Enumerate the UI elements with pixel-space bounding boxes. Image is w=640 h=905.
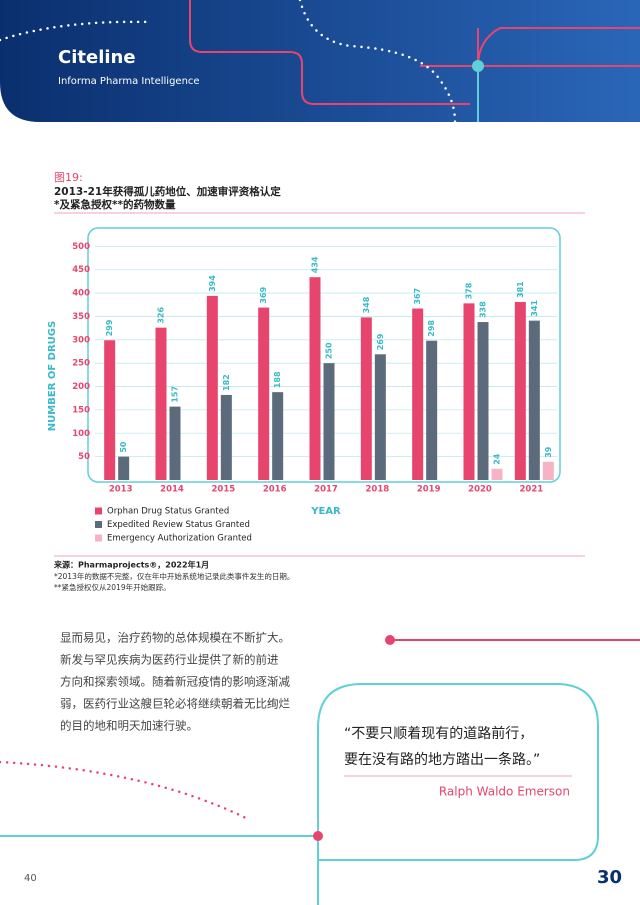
value-label: 39 (544, 446, 553, 458)
quote-author: Ralph Waldo Emerson (439, 785, 570, 799)
x-tick-label: 2016 (263, 485, 287, 495)
body-line: 弱，医药行业这艘巨轮必将继续朝着无比绚烂 (60, 697, 290, 711)
value-label: 182 (222, 374, 231, 391)
bar (155, 327, 167, 480)
body-line: 新发与罕见疾病为医药行业提供了新的前进 (60, 653, 279, 667)
legend-label: Expedited Review Status Granted (107, 520, 250, 530)
value-label: 157 (171, 386, 180, 403)
decor-dots (298, 0, 457, 124)
x-axis-label: YEAR (310, 506, 341, 517)
value-label: 367 (413, 288, 422, 305)
page-number: 40 (24, 873, 37, 884)
value-label: 50 (119, 441, 128, 453)
x-tick-label: 2015 (211, 485, 235, 495)
bar (272, 392, 284, 480)
y-axis-label: NUMBER OF DRUGS (47, 321, 58, 431)
source: 来源：Pharmaprojects®，2022年1月 (53, 560, 209, 570)
x-tick-label: 2020 (468, 485, 492, 495)
value-label: 434 (311, 256, 320, 273)
value-label: 381 (516, 281, 525, 298)
header-band (0, 0, 640, 122)
x-tick-label: 2013 (109, 485, 133, 495)
body-line: 显而易见，治疗药物的总体规模在不断扩大。 (60, 631, 290, 645)
value-label: 24 (493, 453, 502, 465)
value-label: 188 (273, 371, 282, 388)
bar (323, 363, 335, 480)
y-tick-label: 50 (78, 452, 90, 462)
value-label: 269 (376, 333, 385, 350)
y-tick-label: 350 (72, 312, 90, 322)
body: 显而易见，治疗药物的总体规模在不断扩大。 新发与罕见疾病为医药行业提供了新的前进… (60, 631, 290, 733)
bar (426, 340, 438, 480)
quote-line: “不要只顺着现有的道路前行， (344, 725, 533, 742)
bar (104, 340, 116, 480)
y-tick-label: 400 (72, 289, 90, 299)
brand: Citeline (58, 47, 136, 68)
legend-swatch (95, 507, 102, 515)
bar (463, 303, 475, 480)
y-tick-label: 100 (72, 429, 90, 439)
legend-swatch (95, 534, 102, 542)
bar (206, 295, 218, 480)
decor-dot (472, 60, 484, 72)
body-line: 方向和探索领域。随着新冠疫情的影响逐渐减 (60, 675, 290, 689)
decor-dot (313, 831, 323, 841)
x-tick-label: 2019 (417, 485, 441, 495)
chart-frame (87, 227, 561, 483)
bar (491, 468, 503, 480)
quote-frame (0, 683, 599, 905)
bar (169, 406, 181, 480)
bar (477, 322, 489, 480)
figure-title: *及紧急授权**的药物数量 (54, 198, 176, 211)
y-tick-label: 150 (72, 405, 90, 415)
bar (528, 320, 540, 480)
x-tick-label: 2021 (519, 485, 543, 495)
legend-label: Orphan Drug Status Granted (107, 507, 229, 517)
bar (542, 461, 554, 480)
bar (412, 308, 424, 480)
legend-swatch (95, 521, 102, 528)
bar (258, 307, 270, 480)
bar (220, 394, 232, 480)
value-label: 369 (259, 286, 268, 303)
body-line: 的目的地和明天加速行驶。 (60, 719, 198, 733)
value-label: 338 (479, 301, 488, 318)
badge: 30 (597, 867, 622, 888)
decor-line (189, 0, 470, 105)
x-tick-label: 2018 (365, 485, 389, 495)
y-tick-label: 450 (72, 265, 90, 275)
value-label: 378 (465, 282, 474, 299)
value-label: 348 (362, 296, 371, 313)
value-label: 250 (325, 342, 334, 359)
brand-subtitle: Informa Pharma Intelligence (58, 76, 200, 87)
y-tick-label: 200 (72, 382, 90, 392)
decor-dots (0, 760, 252, 822)
value-label: 326 (157, 307, 166, 324)
value-label: 298 (427, 320, 436, 337)
figure-title: 2013-21年获得孤儿药地位、加速审评资格认定 (54, 185, 281, 198)
y-tick-label: 300 (72, 335, 90, 345)
value-label: 341 (530, 300, 539, 317)
bar (374, 354, 386, 480)
bar (309, 277, 321, 480)
bar (118, 456, 130, 480)
note: *2013年的数据不完整，仅在年中开始系统地记录此类事件发生的日期。 (54, 571, 294, 581)
x-tick-label: 2017 (314, 485, 338, 495)
bar (360, 317, 372, 480)
quote-line: 要在没有路的地方踏出一条路。” (344, 751, 540, 768)
y-tick-label: 500 (72, 242, 90, 252)
x-tick-label: 2014 (160, 485, 184, 495)
decor-dot (385, 635, 395, 645)
bar (514, 301, 526, 480)
legend-label: Emergency Authorization Granted (107, 534, 252, 544)
note: **紧急授权仅从2019年开始跟踪。 (54, 582, 171, 592)
y-tick-label: 250 (72, 359, 90, 369)
decor-dots (0, 20, 152, 42)
value-label: 299 (105, 319, 114, 336)
value-label: 394 (208, 275, 217, 292)
figure-label: 图19: (54, 171, 83, 184)
